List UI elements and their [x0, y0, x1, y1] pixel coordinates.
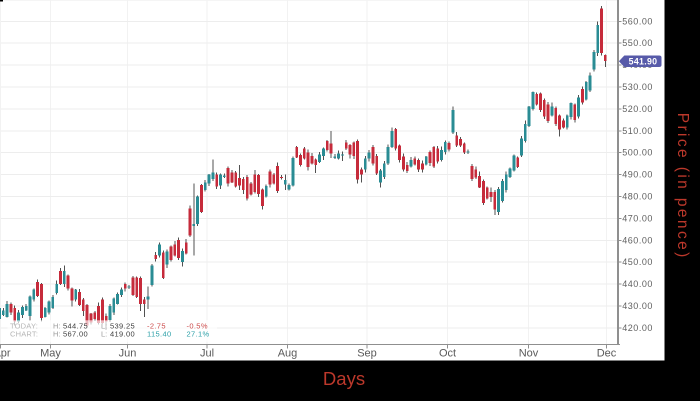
svg-text:H:: H: [53, 322, 61, 331]
svg-text:Jun: Jun [119, 348, 137, 360]
svg-text:L:: L: [101, 322, 107, 331]
svg-text:560.00: 560.00 [622, 16, 653, 26]
svg-text:520.00: 520.00 [622, 104, 653, 114]
svg-text:Sep: Sep [357, 348, 377, 360]
svg-text:-0.5%: -0.5% [187, 322, 208, 331]
svg-text:Aug: Aug [278, 348, 298, 360]
svg-text:Apr: Apr [0, 348, 11, 360]
svg-text:Oct: Oct [439, 348, 456, 360]
svg-text:440.00: 440.00 [622, 279, 653, 289]
svg-text:419.00: 419.00 [110, 330, 135, 339]
svg-text:480.00: 480.00 [622, 192, 653, 202]
svg-text:L:: L: [101, 330, 107, 339]
svg-text:May: May [40, 348, 61, 360]
svg-text:430.00: 430.00 [622, 301, 653, 311]
svg-text:539.25: 539.25 [110, 322, 135, 331]
svg-text:H:: H: [53, 330, 61, 339]
svg-text:-2.75: -2.75 [147, 322, 166, 331]
svg-text:420.00: 420.00 [622, 323, 653, 333]
svg-text:TODAY:: TODAY: [10, 322, 38, 331]
svg-text:27.1%: 27.1% [187, 330, 210, 339]
svg-text:115.40: 115.40 [147, 330, 171, 339]
svg-text:Dec: Dec [597, 348, 617, 360]
svg-text:Price (in pence): Price (in pence) [674, 113, 691, 260]
svg-text:Jul: Jul [200, 348, 214, 360]
svg-text:544.75: 544.75 [63, 322, 88, 331]
svg-text:450.00: 450.00 [622, 257, 653, 267]
svg-text:Days: Days [323, 368, 365, 389]
svg-text:510.00: 510.00 [622, 126, 653, 136]
svg-text:567.00: 567.00 [63, 330, 88, 339]
svg-text:460.00: 460.00 [622, 235, 653, 245]
svg-text:500.00: 500.00 [622, 148, 653, 158]
svg-text:541.90: 541.90 [629, 56, 658, 66]
svg-text:470.00: 470.00 [622, 213, 653, 223]
svg-text:Nov: Nov [519, 348, 539, 360]
svg-text:550.00: 550.00 [622, 38, 653, 48]
svg-text:490.00: 490.00 [622, 170, 653, 180]
svg-text:530.00: 530.00 [622, 82, 653, 92]
svg-text:CHART:: CHART: [10, 330, 38, 339]
